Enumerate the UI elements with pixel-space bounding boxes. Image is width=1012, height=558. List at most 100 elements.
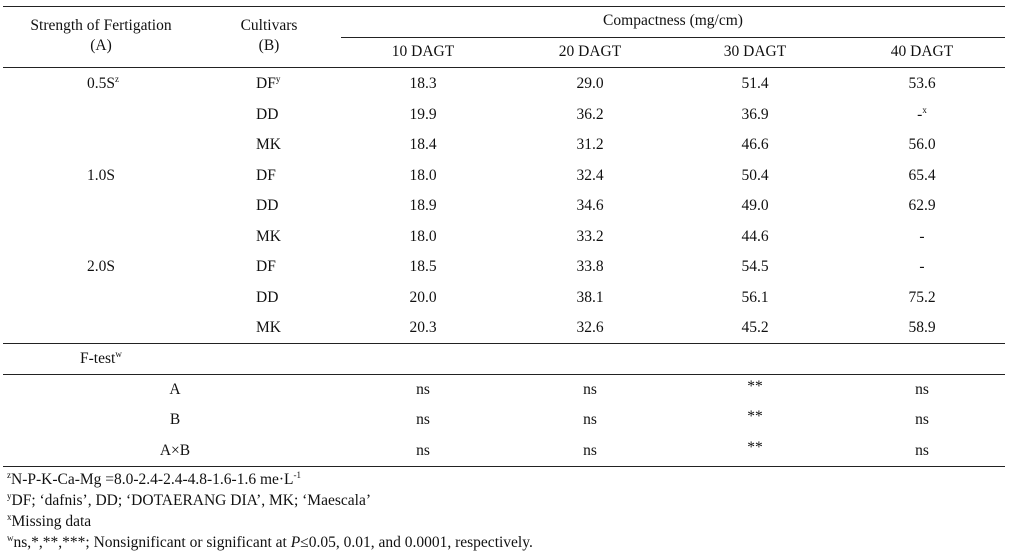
compactness-cell: 65.4 xyxy=(908,167,935,185)
row-strength: 0.5Sz xyxy=(87,75,119,93)
cultivar-value: DD xyxy=(256,197,279,214)
header-cultivars-line2: (B) xyxy=(258,37,280,54)
compactness-value: 44.6 xyxy=(741,228,769,245)
compactness-cell: 46.6 xyxy=(741,136,768,154)
row-cultivar: MK xyxy=(256,228,281,246)
footnote-w: wns,*,**,***; Nonsignificant or signific… xyxy=(7,534,533,552)
table-top-rule xyxy=(3,6,1005,7)
compactness-value: 29.0 xyxy=(576,75,604,92)
ftest-cell: ns xyxy=(583,442,597,459)
compactness-cell: 18.3 xyxy=(409,75,436,93)
compactness-value: - xyxy=(917,106,923,123)
footnote-y-mark: y xyxy=(7,491,12,501)
header-day: 10 DAGT xyxy=(391,43,455,60)
ftest-cell: ns xyxy=(416,381,430,398)
compactness-value: 34.6 xyxy=(576,197,604,214)
compactness-value: 18.4 xyxy=(409,136,437,153)
ftest-cell: ns xyxy=(583,381,597,398)
header-day: 40 DAGT xyxy=(890,43,954,60)
footnote-z: zN-P-K-Ca-Mg =8.0-2.4-2.4-4.8-1.6-1.6 me… xyxy=(7,471,301,489)
ftest-factor: A×B xyxy=(159,442,191,459)
compactness-cell: 49.0 xyxy=(741,197,768,215)
row-cultivar: MK xyxy=(256,136,281,154)
compactness-value: 33.8 xyxy=(576,258,604,275)
ftest-cell: ns xyxy=(416,442,430,459)
header-strength-line2: (A) xyxy=(90,37,112,54)
compactness-value: 58.9 xyxy=(908,319,936,336)
row-cultivar: MK xyxy=(256,319,281,337)
strength-value: 2.0S xyxy=(87,258,115,275)
ftest-label-mark: w xyxy=(115,349,122,359)
compactness-cell: 38.1 xyxy=(576,289,603,307)
header-cultivars-line1: Cultivars xyxy=(240,17,298,34)
compactness-cell: 53.6 xyxy=(908,75,935,93)
compactness-cell: 50.4 xyxy=(741,167,768,185)
group-header-rule xyxy=(341,37,1005,38)
compactness-cell: 56.1 xyxy=(741,289,768,307)
ftest-cell: ns xyxy=(915,381,929,398)
compactness-cell: 32.6 xyxy=(576,319,603,337)
compactness-cell: 29.0 xyxy=(576,75,603,93)
compactness-value: 19.9 xyxy=(409,106,437,123)
compactness-cell: 32.4 xyxy=(576,167,603,185)
cultivar-value: DF xyxy=(256,258,276,275)
row-cultivar: DD xyxy=(256,289,278,307)
compactness-cell: 18.9 xyxy=(409,197,436,215)
compactness-cell: 62.9 xyxy=(908,197,935,215)
compactness-value: 51.4 xyxy=(741,75,769,92)
compactness-cell: 33.2 xyxy=(576,228,603,246)
compactness-value: 18.9 xyxy=(409,197,437,214)
footnote-z-mark: z xyxy=(7,470,11,480)
compactness-cell: - xyxy=(919,258,924,276)
compactness-value: 18.5 xyxy=(409,258,437,275)
ftest-factor: A xyxy=(169,381,181,398)
cultivar-mark: y xyxy=(275,74,281,84)
compactness-cell: 19.9 xyxy=(409,106,436,124)
header-strength-line1: Strength of Fertigation xyxy=(30,17,172,34)
footnote-y: yDF; ‘dafnis’, DD; ‘DOTAERANG DIA’, MK; … xyxy=(7,492,371,510)
compactness-value: 18.0 xyxy=(409,228,437,245)
strength-value: 0.5S xyxy=(87,75,115,92)
compactness-cell: 54.5 xyxy=(741,258,768,276)
header-day: 30 DAGT xyxy=(723,43,787,60)
compactness-value: 33.2 xyxy=(576,228,604,245)
compactness-cell: 44.6 xyxy=(741,228,768,246)
cultivar-value: DD xyxy=(256,106,279,123)
compactness-cell: 33.8 xyxy=(576,258,603,276)
compactness-value: 50.4 xyxy=(741,167,769,184)
header-bottom-rule xyxy=(3,67,1005,68)
compactness-value: 18.3 xyxy=(409,75,437,92)
header-cultivars: Cultivars (B) xyxy=(241,16,298,56)
compactness-value: 45.2 xyxy=(741,319,769,336)
row-cultivar: DF xyxy=(256,258,276,276)
compactness-value: 53.6 xyxy=(908,75,936,92)
footnote-w-text-b: ≤0.05, 0.01, and 0.0001, respectively. xyxy=(300,534,533,551)
row-cultivar: DD xyxy=(256,197,278,215)
compactness-cell: 18.0 xyxy=(409,228,436,246)
body-bottom-rule xyxy=(3,343,1005,344)
cultivar-value: DF xyxy=(256,75,276,92)
row-cultivar: DD xyxy=(256,106,278,124)
compactness-value: - xyxy=(919,258,925,275)
header-compactness: Compactness (mg/cm) xyxy=(603,12,743,29)
compactness-value: 46.6 xyxy=(741,136,769,153)
footnote-z-exponent: -1 xyxy=(293,470,302,480)
compactness-cell: 58.9 xyxy=(908,319,935,337)
compactness-cell: 20.3 xyxy=(409,319,436,337)
ftest-label-rule xyxy=(3,374,1005,375)
footnote-w-text-a: ns,*,**,***; Nonsignificant or significa… xyxy=(13,534,291,551)
row-strength: 2.0S xyxy=(87,258,115,276)
cultivar-value: MK xyxy=(256,136,281,153)
compactness-value: 62.9 xyxy=(908,197,936,214)
row-cultivar: DF xyxy=(256,167,276,185)
compactness-value: 32.4 xyxy=(576,167,604,184)
row-cultivar: DFy xyxy=(256,75,280,93)
missing-mark: x xyxy=(922,105,927,115)
ftest-label: F-testw xyxy=(80,350,122,368)
header-strength: Strength of Fertigation (A) xyxy=(30,16,171,56)
compactness-value: 31.2 xyxy=(576,136,604,153)
compactness-cell: 56.0 xyxy=(908,136,935,154)
footnote-y-text: DF; ‘dafnis’, DD; ‘DOTAERANG DIA’, MK; ‘… xyxy=(11,492,372,509)
compactness-value: 20.0 xyxy=(409,289,437,306)
compactness-value: 38.1 xyxy=(576,289,604,306)
